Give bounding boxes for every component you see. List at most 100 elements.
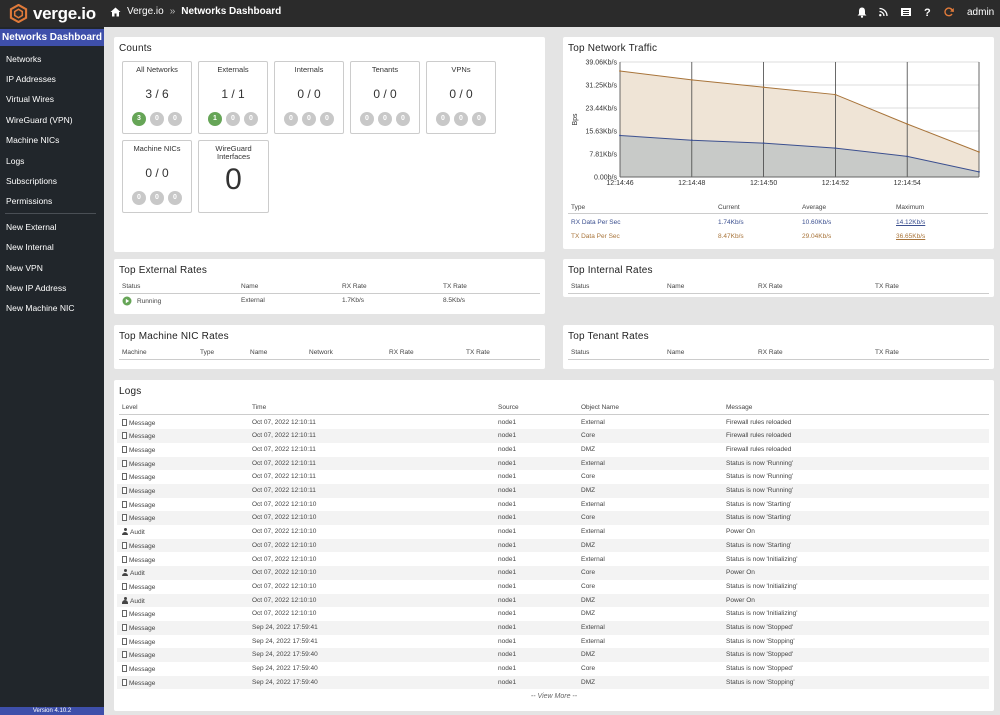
sidebar-item-virtual-wires[interactable]: Virtual Wires (6, 94, 55, 104)
log-row[interactable]: Message Sep 24, 2022 17:59:41 node1 Externa… (117, 635, 989, 649)
log-message: Firewall rules reloaded (726, 418, 792, 426)
sidebar-action-new-internal[interactable]: New Internal (6, 242, 54, 252)
traffic-chart: 0.00b/s 7.81Kb/s 15.63Kb/s 23.44Kb/s 31.25Kb… (572, 60, 980, 187)
log-object: External (581, 528, 605, 536)
series-point-1 (978, 170, 980, 173)
log-level: Message (129, 446, 156, 454)
traffic-rx-current: 1.74Kb/s (718, 219, 744, 226)
col-status: Status (122, 283, 141, 290)
log-row[interactable]: Message Oct 07, 2022 12:10:10 node1 Externa… (117, 553, 989, 567)
error-count-badge: 0 (168, 191, 182, 205)
log-level: Message (129, 501, 156, 509)
sidebar-item-machine-nics[interactable]: Machine NICs (6, 135, 60, 145)
log-time: Oct 07, 2022 12:10:11 (252, 473, 316, 481)
log-row[interactable]: Audit Oct 07, 2022 12:10:10 node1 DMZ Power … (117, 593, 989, 608)
user-menu[interactable]: admin (967, 7, 995, 18)
y-axis-label: Bps (572, 113, 579, 126)
log-message: Status is now 'Starting' (726, 500, 792, 508)
user-icon (122, 569, 128, 577)
log-message: Status is now 'Initializing' (726, 582, 798, 590)
user-icon (122, 596, 128, 604)
traffic-header-average: Average (802, 204, 827, 211)
sidebar-title[interactable]: Networks Dashboard (0, 29, 104, 46)
series-point-1 (619, 134, 621, 137)
table-header-line (568, 293, 989, 294)
traffic-tx-maximum[interactable]: 36.65Kb/s (896, 233, 926, 240)
log-level-cell: Message (122, 582, 155, 591)
log-row[interactable]: Message Oct 07, 2022 12:10:10 node1 Externa… (117, 498, 989, 512)
sidebar-action-new-machine-nic[interactable]: New Machine NIC (6, 303, 75, 313)
col-rx-rate: RX Rate (758, 283, 783, 290)
log-time: Oct 07, 2022 12:10:10 (252, 569, 317, 577)
warning-count-badge: 0 (454, 112, 468, 126)
bell-icon[interactable] (857, 7, 867, 22)
log-row[interactable]: Message Oct 07, 2022 12:10:10 node1 Core Sta… (117, 511, 989, 526)
log-level-cell: Message (122, 678, 155, 687)
log-time: Oct 07, 2022 12:10:10 (252, 514, 317, 522)
log-row[interactable]: Message Oct 07, 2022 12:10:11 node1 DMZ Stat… (117, 484, 989, 498)
count-box-wireguard-interfaces[interactable]: WireGuard Interfaces 0 (198, 140, 269, 213)
document-icon (122, 665, 127, 673)
sidebar: Networks Dashboard Networks IP Addresses… (0, 27, 104, 715)
log-source: node1 (498, 514, 517, 522)
log-row[interactable]: Audit Oct 07, 2022 12:10:10 node1 Core Power… (117, 566, 989, 580)
log-row[interactable]: Message Sep 24, 2022 17:59:40 node1 Core Sta… (117, 662, 989, 676)
log-row[interactable]: Message Sep 24, 2022 17:59:40 node1 DMZ Stat… (117, 648, 989, 663)
help-icon[interactable]: ? (924, 7, 931, 19)
rss-icon[interactable] (879, 7, 888, 21)
sidebar-action-new-external[interactable]: New External (6, 222, 57, 232)
view-more-link[interactable]: -- View More -- (530, 693, 578, 700)
sidebar-item-permissions[interactable]: Permissions (6, 196, 53, 206)
log-row[interactable]: Message Oct 07, 2022 12:10:11 node1 Core Sta… (117, 470, 989, 484)
network-name[interactable]: External (241, 297, 265, 304)
log-row[interactable]: Message Oct 07, 2022 12:10:11 node1 Core Fir… (117, 429, 989, 443)
log-message: Power On (726, 569, 755, 577)
log-row[interactable]: Message Oct 07, 2022 12:10:11 node1 Externa… (117, 416, 989, 430)
sidebar-item-logs[interactable]: Logs (6, 156, 25, 166)
log-level: Message (129, 638, 156, 646)
log-object: DMZ (581, 487, 596, 494)
log-row[interactable]: Message Oct 07, 2022 12:10:11 node1 DMZ Fire… (117, 443, 989, 457)
sidebar-action-new-vpn[interactable]: New VPN (6, 263, 43, 273)
sidebar-item-subscriptions[interactable]: Subscriptions (6, 176, 58, 186)
network-traffic-panel: Top Network Traffic 0.00b/s 7.81Kb/s 15.63… (563, 37, 994, 249)
document-icon (122, 651, 127, 659)
sidebar-item-ip-addresses[interactable]: IP Addresses (6, 74, 56, 84)
sidebar-action-new-ip-address[interactable]: New IP Address (6, 283, 67, 293)
log-level-cell: Message (122, 555, 155, 564)
app-logo[interactable]: verge.io (9, 4, 96, 23)
sidebar-item-wireguard[interactable]: WireGuard (VPN) (6, 115, 73, 125)
log-object: External (581, 624, 605, 631)
log-level-cell: Message (122, 445, 156, 454)
log-row[interactable]: Message Oct 07, 2022 12:10:10 node1 DMZ Stat… (117, 607, 989, 621)
sidebar-item-networks[interactable]: Networks (6, 54, 42, 64)
log-row[interactable]: Audit Oct 07, 2022 12:10:10 node1 External P… (117, 525, 989, 539)
warning-count-badge: 0 (150, 112, 164, 126)
traffic-rx-maximum[interactable]: 14.12Kb/s (896, 219, 926, 226)
log-time: Sep 24, 2022 17:59:41 (252, 624, 318, 631)
log-row[interactable]: Message Sep 24, 2022 17:59:41 node1 Externa… (117, 621, 989, 635)
log-row[interactable]: Message Oct 07, 2022 12:10:10 node1 DMZ Stat… (117, 538, 989, 553)
warning-count-badge: 0 (150, 191, 164, 205)
log-row[interactable]: Message Oct 07, 2022 12:10:10 node1 Core Sta… (117, 580, 989, 594)
table-header-line (568, 213, 988, 214)
y-tick-label: 31.25Kb/s (585, 83, 617, 90)
document-icon (122, 514, 127, 522)
breadcrumb-home[interactable]: Verge.io (127, 6, 164, 17)
list-icon[interactable] (901, 7, 911, 21)
log-row[interactable]: Message Oct 07, 2022 12:10:11 node1 Externa… (117, 456, 989, 471)
traffic-header-maximum: Maximum (896, 204, 925, 211)
col-tx-rate: TX Rate (443, 283, 467, 290)
log-row[interactable]: Message Sep 24, 2022 17:59:40 node1 DMZ Stat… (117, 675, 989, 690)
refresh-icon[interactable] (944, 7, 954, 21)
online-count-badge: 0 (360, 112, 374, 126)
log-object: External (581, 459, 605, 467)
log-source: node1 (498, 624, 517, 631)
home-icon[interactable] (110, 7, 121, 17)
